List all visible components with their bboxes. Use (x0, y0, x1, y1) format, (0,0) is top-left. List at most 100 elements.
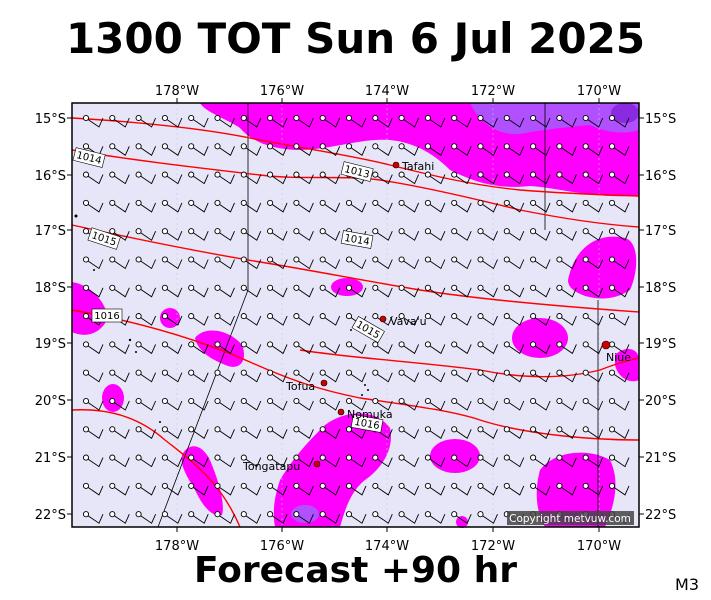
wind-barb (109, 482, 130, 496)
wind-barb (345, 454, 367, 468)
wind-barb (372, 228, 393, 241)
wind-barb (424, 284, 446, 298)
lat-label-left: 17°S (35, 224, 66, 239)
wind-barb (503, 482, 525, 496)
wind-barb (161, 397, 183, 411)
svg-text:Tofua: Tofua (285, 380, 315, 393)
wind-barb (135, 482, 157, 496)
svg-text:Copyright metvuw.com: Copyright metvuw.com (509, 513, 631, 525)
wind-barb (188, 511, 209, 524)
wind-barb (161, 256, 183, 270)
wind-barb (608, 397, 630, 411)
boundary-lines (157, 103, 599, 528)
wind-barb (477, 228, 498, 241)
isobar-line-6 (71, 409, 241, 528)
wind-barb (556, 114, 577, 128)
wind-barb (582, 284, 604, 298)
wind-barb (345, 256, 367, 270)
wind-barb (451, 482, 472, 496)
wind-barb (293, 369, 314, 383)
wind-barb (345, 341, 367, 355)
wind-barb (372, 256, 393, 270)
wind-barb (582, 426, 604, 439)
svg-text:1014: 1014 (343, 233, 370, 248)
wind-barb (188, 228, 209, 241)
wind-barb (451, 143, 472, 156)
wind-barb (582, 313, 604, 326)
wind-barb (582, 454, 604, 468)
lat-label-left: 21°S (35, 451, 66, 466)
svg-text:Tafahi: Tafahi (401, 160, 434, 173)
wind-barb (293, 313, 314, 326)
wind-barb (161, 171, 183, 185)
wind-barb (319, 511, 341, 524)
wind-barb (556, 482, 577, 496)
wind-barb (556, 426, 577, 439)
wind-barb (293, 171, 314, 185)
wind-barb (477, 143, 498, 156)
wind-barb (503, 426, 525, 439)
wind-barb (319, 454, 341, 468)
lon-label-top: 176°W (260, 84, 304, 99)
wind-barb (267, 143, 288, 156)
wind-barb (82, 454, 104, 468)
wind-barb (556, 313, 577, 326)
map-frame (71, 102, 640, 528)
svg-text:Tongatapu: Tongatapu (242, 460, 300, 473)
isobar-label-1016-west: 1016 (91, 308, 123, 323)
graticule (176, 103, 600, 527)
isobar-labels: 1014 1013 1014 1015 1016 1015 1016 (72, 147, 385, 433)
wind-barb (451, 369, 472, 383)
wind-barb (240, 284, 262, 298)
wind-barb (530, 256, 551, 270)
svg-text:Niue: Niue (606, 351, 631, 364)
wind-barb (556, 171, 577, 185)
wind-barb (372, 199, 393, 213)
wind-barb (477, 284, 498, 298)
wind-barb (556, 369, 577, 383)
wind-barb (556, 341, 577, 355)
wind-barb (582, 171, 604, 185)
wind-barb (451, 426, 472, 439)
wind-barb (372, 482, 393, 496)
rain-area-west-3 (102, 384, 124, 412)
wind-barb (530, 199, 551, 213)
wind-barb (109, 228, 130, 241)
wind-barb (214, 284, 235, 298)
wind-barb (530, 143, 551, 156)
wind-barb (372, 171, 393, 185)
wind-barb (451, 511, 472, 524)
wind-barb (240, 228, 262, 241)
wind-barb (188, 454, 209, 468)
wind-barb (293, 284, 314, 298)
wind-barb (424, 228, 446, 241)
wind-barb (267, 313, 288, 326)
wind-barb (135, 313, 157, 326)
wind-barb (188, 426, 209, 439)
wind-barb (161, 228, 183, 241)
wind-barb (109, 341, 130, 355)
wind-barb (267, 454, 288, 468)
wind-barb (608, 426, 630, 439)
wind-barb (345, 114, 367, 128)
wind-barb (345, 397, 367, 411)
wind-barb (424, 143, 446, 156)
wind-barb (424, 114, 446, 128)
lat-label-left: 20°S (35, 394, 66, 409)
wind-barb (240, 482, 262, 496)
wind-barb (319, 369, 341, 383)
wind-barb (477, 426, 498, 439)
wind-barb (161, 341, 183, 355)
rain-area-niue-east (615, 348, 639, 382)
wind-barb (161, 114, 183, 128)
wind-barb (214, 454, 235, 468)
wind-barb (451, 114, 472, 128)
wind-barb (319, 256, 341, 270)
wind-barb (503, 454, 525, 468)
wind-barb (424, 397, 446, 411)
wind-barb (582, 114, 604, 128)
wind-barb (135, 397, 157, 411)
wind-barb (398, 341, 420, 355)
wind-barb (109, 369, 130, 383)
wind-barb (82, 397, 104, 411)
